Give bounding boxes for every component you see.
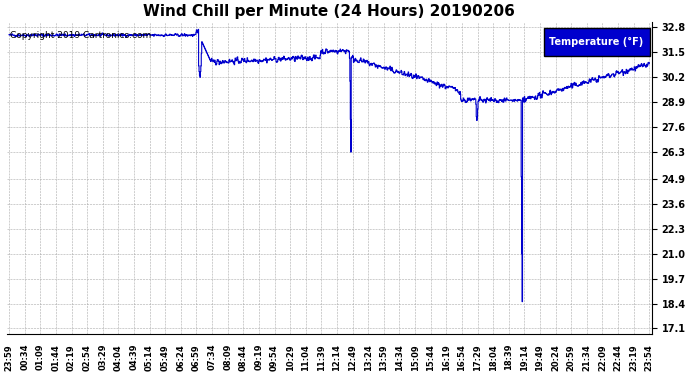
Bar: [544, 28, 650, 56]
Text: Copyright 2019 Cartronics.com: Copyright 2019 Cartronics.com: [10, 31, 151, 40]
Title: Wind Chill per Minute (24 Hours) 20190206: Wind Chill per Minute (24 Hours) 2019020…: [144, 4, 515, 19]
Text: Temperature (°F): Temperature (°F): [549, 37, 644, 47]
